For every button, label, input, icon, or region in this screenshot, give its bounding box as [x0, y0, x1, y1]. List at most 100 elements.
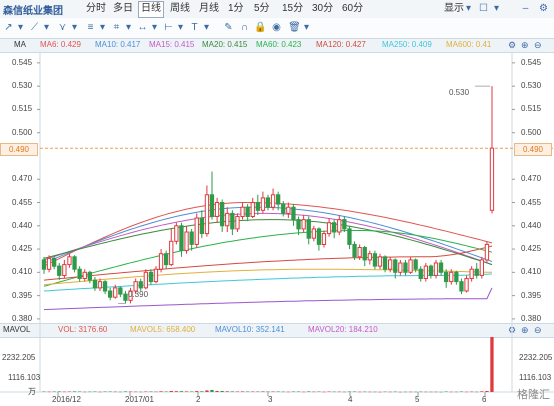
- candle-body: [67, 256, 72, 266]
- remove-icon[interactable]: ⊖: [534, 40, 542, 50]
- volume-bar: [134, 391, 138, 393]
- y-tick-label-left: 0.425: [12, 244, 33, 254]
- volume-bar: [205, 390, 209, 392]
- ma10-value: MA10: 0.417: [95, 40, 141, 49]
- candle-body: [87, 271, 92, 281]
- candle-body: [209, 194, 215, 218]
- tab-intraday[interactable]: 分时: [86, 3, 106, 14]
- y-tick-label-left: 0.500: [12, 127, 33, 137]
- candle-body: [225, 212, 230, 227]
- y-tick-label-right: 0.440: [521, 220, 542, 230]
- chevron-down-icon[interactable]: ▾: [177, 22, 184, 33]
- ma-line-ma120: [43, 245, 493, 281]
- volume-bar: [149, 391, 153, 392]
- display-dropdown[interactable]: 显示: [444, 3, 464, 14]
- y-tick-label-right: 0.545: [521, 57, 542, 67]
- candle-body: [174, 225, 179, 242]
- volume-bar: [403, 391, 408, 393]
- candle-body: [164, 253, 169, 266]
- volume-bar: [429, 391, 433, 393]
- chevron-down-icon[interactable]: ▾: [71, 22, 78, 33]
- candle-body: [97, 281, 103, 289]
- chevron-down-icon[interactable]: ▾: [203, 22, 210, 33]
- tab-60min[interactable]: 60分: [342, 3, 364, 14]
- tab-1min[interactable]: 1分: [228, 3, 244, 14]
- lock-icon[interactable]: 🔒: [254, 22, 267, 33]
- candle-body: [276, 194, 281, 205]
- candle-body: [464, 278, 469, 292]
- chevron-down-icon[interactable]: ▾: [493, 3, 500, 14]
- volume-bar: [225, 391, 229, 392]
- candle-body: [449, 271, 454, 283]
- chevron-down-icon[interactable]: ▾: [151, 22, 158, 33]
- eye-icon[interactable]: ◉: [272, 22, 281, 33]
- volume-bar: [256, 391, 260, 392]
- tab-weekly[interactable]: 周线: [170, 3, 190, 14]
- polyline-icon[interactable]: ⟋: [31, 22, 38, 33]
- chevron-down-icon[interactable]: ▾: [303, 22, 310, 33]
- remove-icon[interactable]: ⊖: [534, 325, 542, 335]
- candle-body: [326, 222, 332, 235]
- chevron-down-icon[interactable]: ▾: [99, 22, 106, 33]
- ma-label: MA: [14, 40, 26, 49]
- tab-5min[interactable]: 5分: [254, 3, 270, 14]
- ma-legend-bar: MA MA6: 0.429 MA10: 0.417 MA15: 0.415 MA…: [0, 38, 554, 53]
- volume-bar: [322, 391, 326, 393]
- volume-bar: [200, 391, 204, 392]
- brush-icon[interactable]: ✎: [224, 22, 233, 33]
- add-icon[interactable]: ⊕: [521, 325, 529, 335]
- candle-body: [413, 259, 418, 270]
- magnet-icon[interactable]: ∩: [240, 22, 249, 33]
- ma-line-ma10: [43, 206, 493, 264]
- settings-icon[interactable]: ⚙: [508, 40, 517, 50]
- volume-bar: [327, 391, 331, 392]
- fan-icon[interactable]: ⋎: [58, 22, 67, 33]
- gear-icon[interactable]: ⚙: [539, 3, 548, 14]
- trash-icon[interactable]: 🗑: [288, 22, 301, 33]
- minimize-icon[interactable]: –: [522, 3, 529, 14]
- candle-body: [230, 212, 235, 230]
- candle-body: [128, 290, 133, 301]
- candle-body: [332, 222, 337, 233]
- volume-bar: [72, 391, 77, 392]
- candle-body: [423, 265, 429, 280]
- volume-bar: [475, 391, 479, 393]
- volume-bar: [424, 391, 428, 393]
- candle-body: [72, 256, 77, 270]
- fibonacci-icon[interactable]: ≡: [87, 22, 94, 33]
- box-icon[interactable]: ☐: [479, 3, 488, 14]
- stock-name: 森信纸业集团: [3, 6, 63, 17]
- volume-bar: [332, 391, 336, 393]
- volume-bar: [240, 391, 245, 392]
- tab-multi-day[interactable]: 多日: [113, 3, 133, 14]
- volume-bar: [169, 391, 173, 392]
- range-icon[interactable]: ↔: [137, 22, 148, 33]
- chevron-down-icon[interactable]: ▾: [125, 22, 132, 33]
- text-icon[interactable]: T: [191, 22, 198, 33]
- grid-icon[interactable]: ⌗: [113, 22, 120, 33]
- tab-monthly[interactable]: 月线: [199, 3, 219, 14]
- candle-body: [46, 257, 52, 270]
- tab-daily[interactable]: 日线: [138, 1, 164, 18]
- volume-bar: [470, 391, 474, 393]
- measure-icon[interactable]: ⊢: [164, 22, 173, 33]
- chevron-down-icon[interactable]: ▾: [465, 3, 472, 14]
- chevron-down-icon[interactable]: ▾: [17, 22, 24, 33]
- add-icon[interactable]: ⊕: [521, 40, 529, 50]
- candle-body: [179, 225, 184, 252]
- volume-bar: [57, 391, 61, 392]
- chevron-down-icon[interactable]: ▾: [43, 22, 50, 33]
- volume-bar: [103, 391, 107, 392]
- volume-bar: [449, 391, 453, 393]
- tab-30min[interactable]: 30分: [312, 3, 334, 14]
- volume-bar: [408, 391, 413, 393]
- y-tick-label-left: 0.380: [12, 313, 33, 323]
- volume-bar: [128, 391, 133, 392]
- candle-body: [270, 194, 276, 208]
- volume-bar: [139, 391, 143, 393]
- tab-15min[interactable]: 15分: [282, 3, 304, 14]
- candle-body: [347, 228, 352, 245]
- arrow-line-icon[interactable]: ↗: [4, 22, 13, 33]
- volume-bar: [307, 391, 311, 392]
